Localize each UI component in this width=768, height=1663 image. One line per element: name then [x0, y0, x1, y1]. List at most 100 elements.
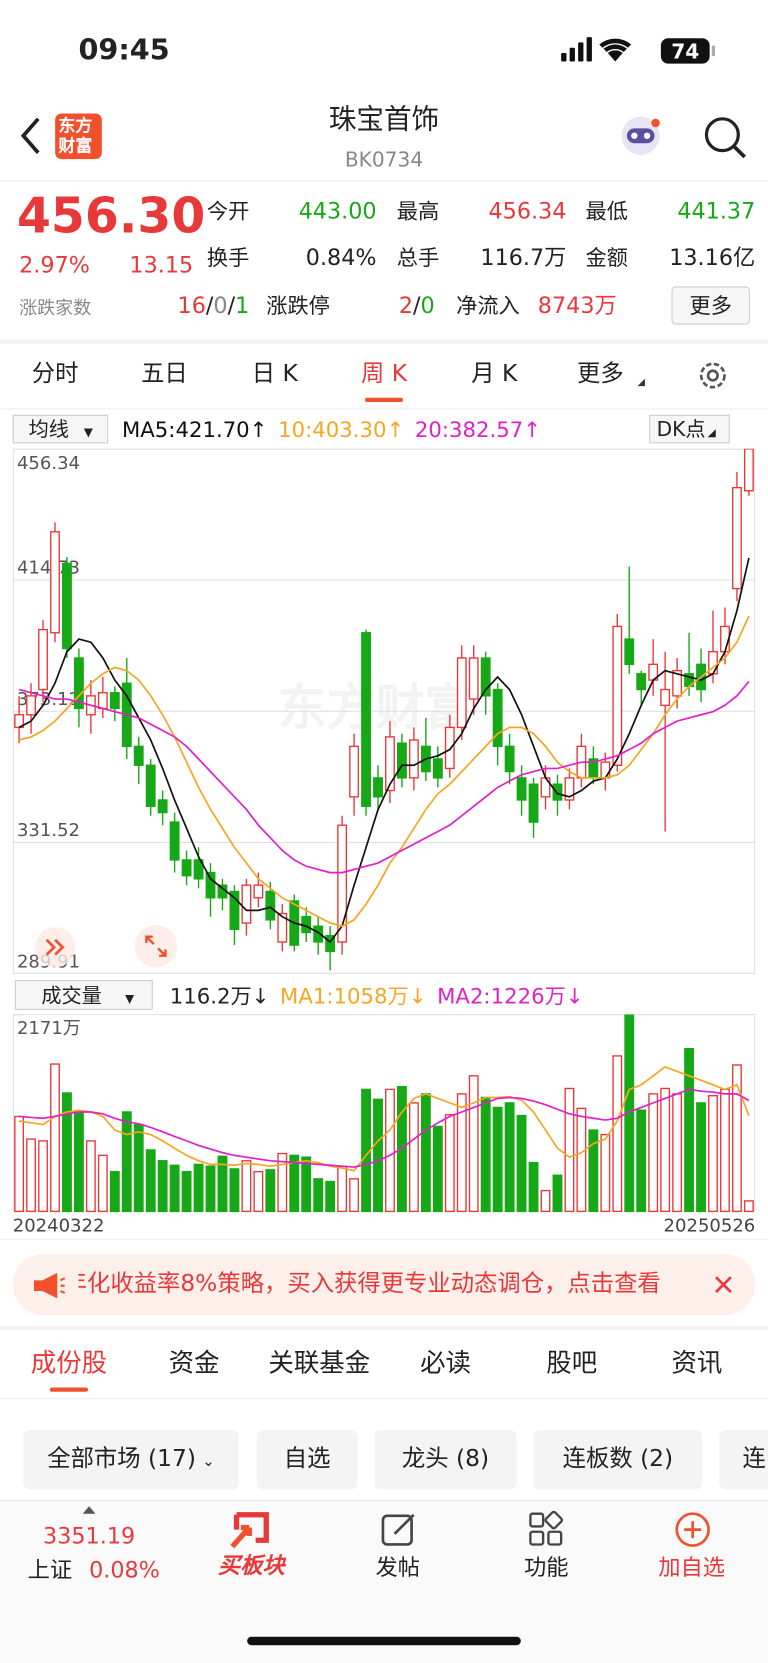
period-tab[interactable]: 更多 [577, 360, 624, 388]
index-name[interactable]: 上证 [27, 1557, 73, 1583]
legend-entry: MA1:1058万↓ [280, 983, 427, 1009]
legend-entry: MA2:1226万↓ [437, 983, 584, 1009]
candle-body [133, 745, 144, 766]
volume-bar [181, 1170, 192, 1213]
volume-select[interactable]: 成交量 ▼ [14, 980, 153, 1010]
fall-count: 1 [235, 292, 250, 319]
legend-entry: 20:382.57↑ [414, 416, 542, 443]
filter-chip[interactable]: 全部市场 (17) ⌄ [23, 1429, 239, 1490]
index-value[interactable]: 3351.19 [43, 1523, 136, 1549]
nav-item[interactable]: 买板块 [217, 1552, 285, 1579]
filter-chip[interactable]: 龙头 (8) [374, 1429, 517, 1490]
candle-body [169, 821, 180, 861]
period-tab[interactable]: 分时 [31, 360, 79, 388]
volume-bar [468, 1075, 479, 1213]
volume-bar [456, 1093, 467, 1213]
banner-viewport: 年化收益率8%策略，买入获得更专业动态调仓，点击查看 [78, 1254, 701, 1316]
field-value: 443.00 [298, 198, 377, 224]
legend-entry: MA5:421.70↑ [121, 416, 268, 443]
separator: / [227, 292, 236, 319]
volume-bar [408, 1102, 419, 1213]
candle-body [636, 673, 647, 691]
volume-bar [133, 1123, 144, 1213]
volume-bar [62, 1092, 72, 1213]
section-tab[interactable]: 资金 [168, 1348, 220, 1378]
candle-body [26, 695, 36, 716]
volume-bar [385, 1088, 395, 1213]
section-tab-active[interactable]: 成份股 [30, 1348, 108, 1378]
period-tab[interactable]: 五日 [141, 360, 188, 388]
nav-item[interactable]: 加自选 [658, 1555, 726, 1581]
candle-body [229, 890, 240, 931]
indicator-select[interactable]: 均线 ▼ [12, 414, 109, 444]
candle-body [241, 884, 252, 924]
nav-item[interactable]: 发帖 [375, 1555, 421, 1581]
separator: / [413, 292, 421, 319]
candle-body [480, 657, 491, 697]
period-tab-active[interactable]: 周 K [360, 360, 408, 388]
ma-line [18, 1065, 750, 1172]
y-tick-label: 331.52 [17, 820, 80, 841]
back-button[interactable] [15, 115, 47, 157]
divider [0, 1398, 768, 1400]
divider [0, 1325, 768, 1331]
candle-body [313, 925, 324, 943]
ma-line [18, 615, 750, 928]
volume-bar [648, 1093, 659, 1213]
code: BK0734 [344, 148, 424, 172]
limit-down: 0 [420, 292, 435, 319]
inflow: 8743万 [537, 292, 617, 319]
close-banner[interactable] [713, 1274, 734, 1295]
section-tab[interactable]: 必读 [420, 1348, 471, 1378]
indicator-name: 均线 [28, 417, 69, 442]
filter-chip[interactable]: 连板数 (2) [533, 1429, 703, 1490]
candle-body [361, 632, 371, 807]
volume-bar [205, 1165, 216, 1213]
filter-chip[interactable]: 连 [719, 1429, 768, 1490]
volume-bar [337, 1165, 348, 1213]
volume-bar [253, 1170, 264, 1213]
candle-body [492, 688, 503, 748]
field-value: 441.37 [677, 198, 756, 224]
section-tab[interactable]: 关联基金 [268, 1348, 371, 1378]
flat-count: 0 [213, 292, 228, 319]
search-icon[interactable] [702, 115, 749, 162]
volume-bar [349, 1178, 360, 1213]
candle-body [253, 884, 264, 899]
robot-icon[interactable] [617, 112, 664, 159]
app-logo: 东方 财富 [55, 113, 102, 160]
title: 珠宝首饰 [328, 103, 440, 136]
volume-bar [313, 1178, 324, 1213]
filter-chip[interactable]: 自选 [256, 1429, 358, 1490]
volume-bar [241, 1160, 252, 1213]
period-tab[interactable]: 日 K [251, 360, 298, 388]
volume-bar [684, 1048, 695, 1213]
candle-body [337, 824, 348, 943]
fullscreen-button[interactable] [134, 924, 179, 969]
section-tab[interactable]: 股吧 [546, 1348, 598, 1378]
section-tab[interactable]: 资讯 [671, 1348, 723, 1378]
volume-legend: 116.2万↓ MA1:1058万↓ MA2:1226万↓ [170, 985, 584, 1006]
expand-left-button[interactable] [34, 926, 76, 968]
more-button[interactable]: 更多 [671, 286, 750, 325]
nav-item[interactable]: 功能 [524, 1555, 569, 1581]
y-tick-label: 2171万 [17, 1018, 81, 1039]
signal-select[interactable]: DK点 ◢ [649, 414, 730, 444]
signal-name: DK点 [656, 417, 706, 442]
volume-bar [743, 1200, 754, 1213]
chart-frame [12, 1014, 756, 1212]
index-change[interactable]: 0.08% [89, 1557, 160, 1583]
breadth-label: 涨跌家数 [19, 298, 92, 320]
volume-bar [660, 1087, 671, 1213]
volume-bar [229, 1168, 240, 1213]
breadth: 16/0/1 [178, 292, 250, 319]
change: 13.15 [129, 252, 194, 278]
period-tab[interactable]: 月 K [471, 360, 518, 388]
candle-body [145, 764, 156, 807]
volume-bar [516, 1114, 527, 1213]
candle-body [528, 783, 539, 823]
ad-banner[interactable]: 年化收益率8%策略，买入获得更专业动态调仓，点击查看 [12, 1253, 756, 1316]
tab-underline [49, 1387, 89, 1392]
settings-icon[interactable] [696, 359, 730, 393]
